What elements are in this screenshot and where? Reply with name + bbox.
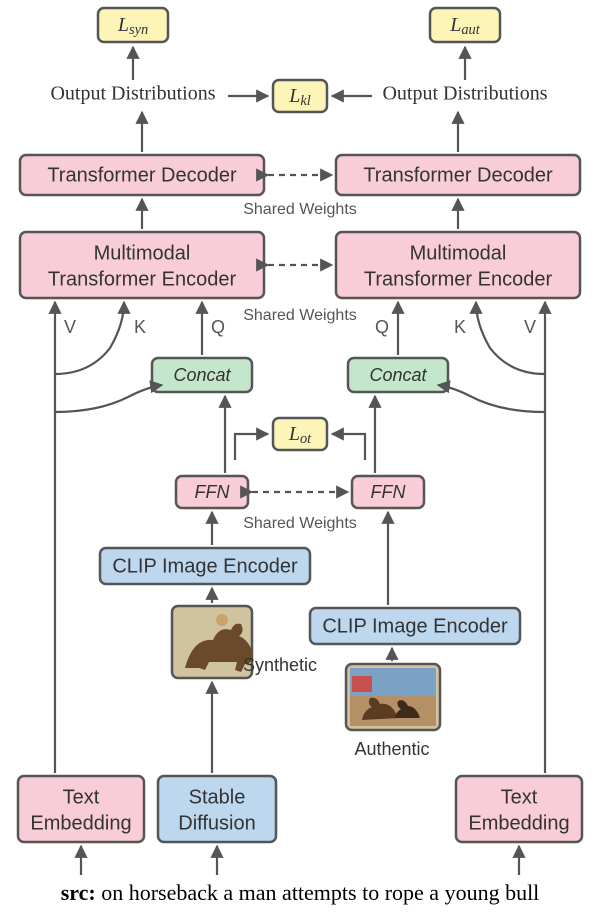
multimodal-encoder-right-l1: Multimodal <box>410 242 507 264</box>
text-embedding-left-l2: Embedding <box>30 812 131 834</box>
arrow-textemb-left-to-concat <box>55 385 162 412</box>
arrow-textemb-left-k <box>55 302 124 374</box>
ffn-right-label: FFN <box>371 482 407 502</box>
clip-encoder-right-label: CLIP Image Encoder <box>322 615 508 637</box>
text-embedding-right-l2: Embedding <box>468 812 569 834</box>
authentic-tag: Authentic <box>354 739 429 759</box>
authentic-image <box>346 664 440 730</box>
output-dist-right: Output Distributions <box>382 83 547 105</box>
k-right-label: K <box>454 317 466 337</box>
output-dist-left: Output Distributions <box>50 83 215 105</box>
shared-weights-decoder-label: Shared Weights <box>243 201 357 218</box>
arrow-ffn-right-to-lot <box>332 434 365 460</box>
stable-diffusion-l1: Stable <box>189 786 246 808</box>
multimodal-encoder-left-l2: Transformer Encoder <box>48 268 237 290</box>
v-left-label: V <box>64 317 76 337</box>
v-right-label: V <box>524 317 536 337</box>
ffn-left-label: FFN <box>195 482 231 502</box>
arrow-textemb-right-to-concat <box>438 385 545 412</box>
q-left-label: Q <box>211 317 225 337</box>
synthetic-tag: Synthetic <box>243 655 317 675</box>
multimodal-encoder-left-l1: Multimodal <box>94 242 191 264</box>
text-embedding-right-l1: Text <box>501 786 538 808</box>
concat-left-label: Concat <box>173 365 231 385</box>
text-embedding-left-l1: Text <box>63 786 100 808</box>
src-caption: src: on horseback a man attempts to rope… <box>0 880 600 906</box>
src-caption-text: on horseback a man attempts to rope a yo… <box>96 880 540 905</box>
src-caption-label: src: <box>61 880 96 905</box>
concat-right-label: Concat <box>369 365 427 385</box>
arrow-textemb-right-k <box>476 302 545 374</box>
clip-encoder-left-label: CLIP Image Encoder <box>112 555 298 577</box>
q-right-label: Q <box>375 317 389 337</box>
shared-weights-ffn-label: Shared Weights <box>243 515 357 532</box>
transformer-decoder-left-label: Transformer Decoder <box>47 164 237 186</box>
shared-weights-encoder-label: Shared Weights <box>243 307 357 324</box>
arrow-ffn-left-to-lot <box>235 434 268 460</box>
k-left-label: K <box>134 317 146 337</box>
synthetic-image <box>172 606 253 678</box>
stable-diffusion-l2: Diffusion <box>178 812 255 834</box>
transformer-decoder-right-label: Transformer Decoder <box>363 164 553 186</box>
multimodal-encoder-right-l2: Transformer Encoder <box>364 268 553 290</box>
